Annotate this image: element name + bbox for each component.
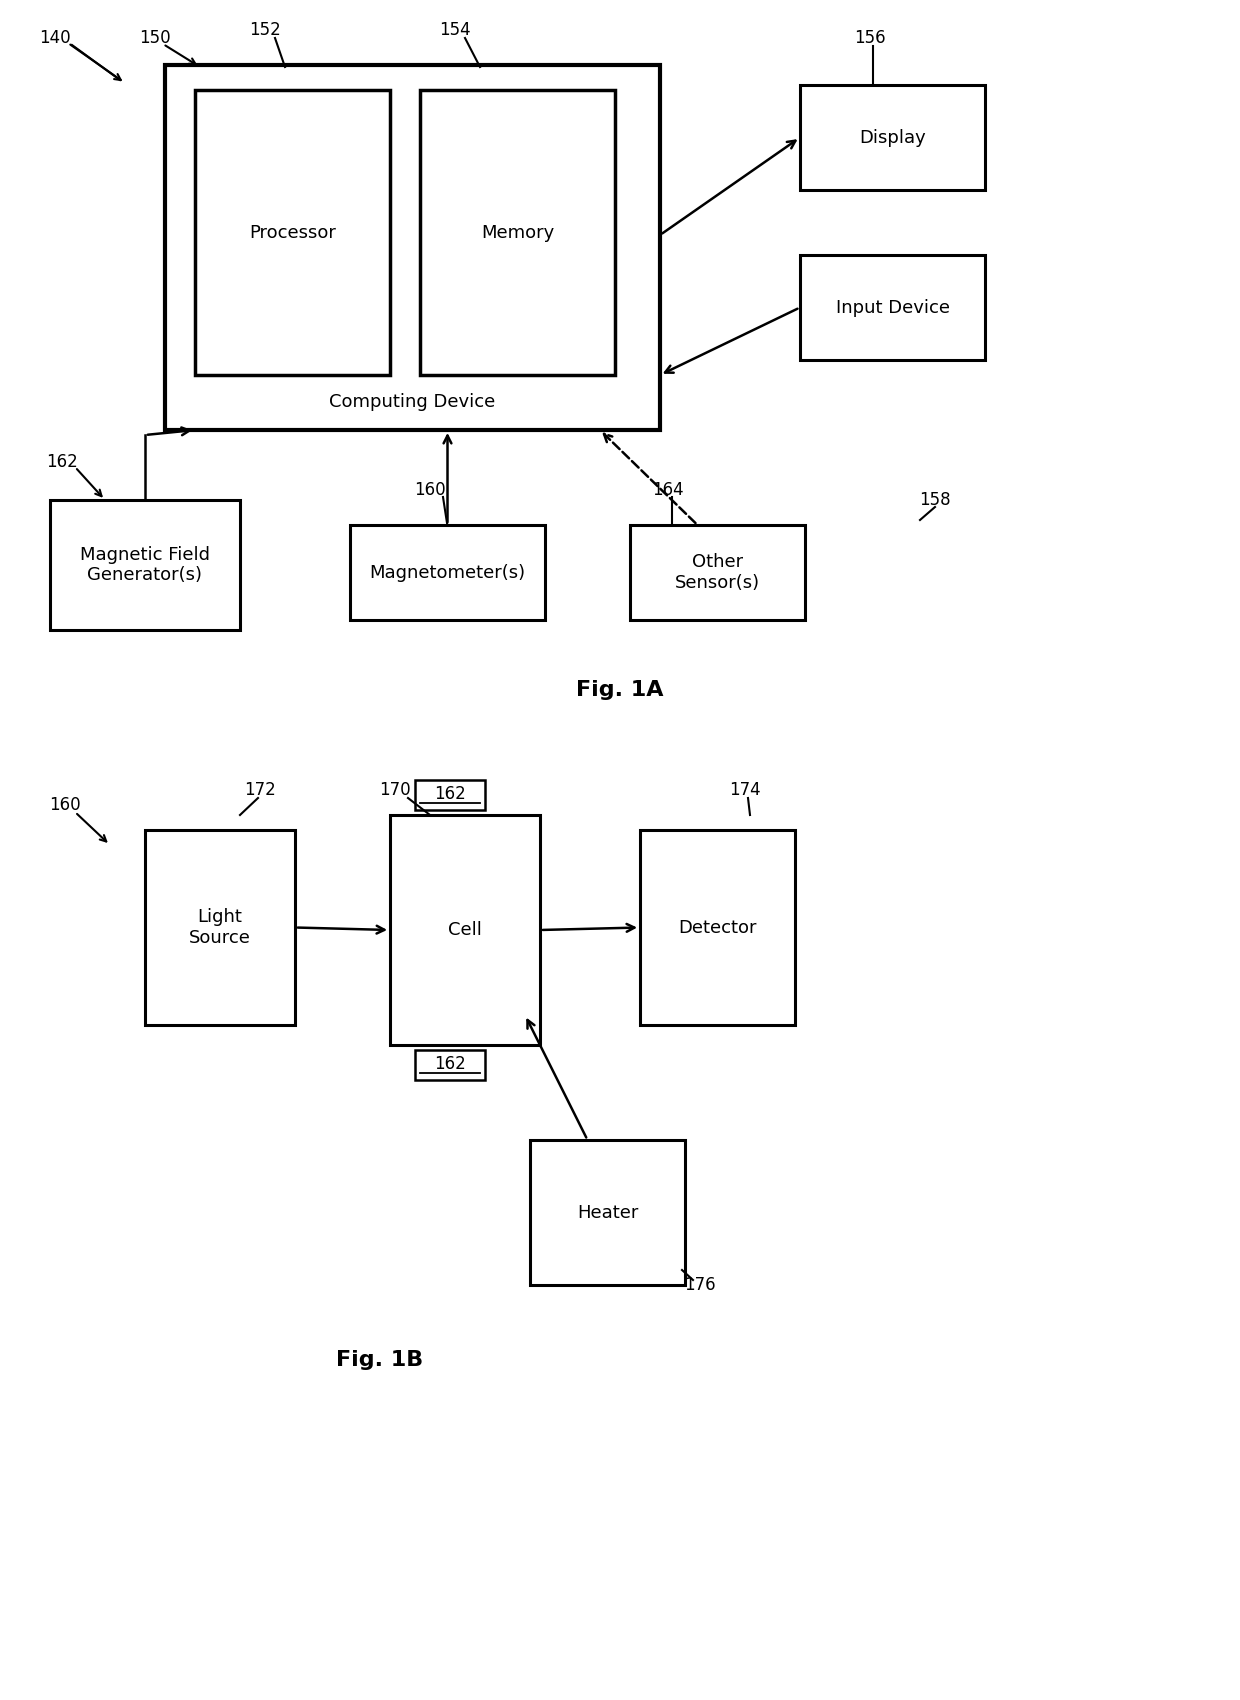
- Text: 164: 164: [652, 481, 683, 500]
- Text: 170: 170: [379, 780, 410, 799]
- Bar: [800, 85, 985, 190]
- Text: Magnetometer(s): Magnetometer(s): [370, 563, 526, 581]
- Text: 152: 152: [249, 20, 281, 39]
- Bar: [350, 525, 546, 620]
- Text: Heater: Heater: [577, 1204, 639, 1222]
- Text: Fig. 1A: Fig. 1A: [577, 680, 663, 700]
- Bar: [145, 830, 295, 1025]
- Text: Memory: Memory: [481, 223, 554, 241]
- Bar: [50, 500, 241, 631]
- Text: 172: 172: [244, 780, 275, 799]
- Text: 154: 154: [439, 20, 471, 39]
- Bar: [800, 255, 985, 360]
- Text: Magnetic Field
Generator(s): Magnetic Field Generator(s): [81, 546, 210, 585]
- Text: 140: 140: [40, 29, 71, 48]
- Text: 174: 174: [729, 780, 761, 799]
- Text: Input Device: Input Device: [836, 299, 950, 316]
- Text: Light
Source: Light Source: [188, 908, 250, 947]
- Text: 162: 162: [434, 1056, 466, 1073]
- Text: Processor: Processor: [249, 223, 336, 241]
- Text: 160: 160: [50, 796, 81, 814]
- Text: 150: 150: [139, 29, 171, 48]
- Text: Other
Sensor(s): Other Sensor(s): [675, 552, 760, 592]
- Text: 158: 158: [919, 491, 951, 508]
- Text: Fig. 1B: Fig. 1B: [336, 1350, 424, 1370]
- Text: Detector: Detector: [678, 918, 756, 937]
- Bar: [415, 780, 485, 809]
- Bar: [420, 90, 615, 376]
- Text: Computing Device: Computing Device: [330, 393, 496, 411]
- Text: 162: 162: [434, 785, 466, 802]
- Text: 162: 162: [46, 452, 78, 471]
- Bar: [195, 90, 391, 376]
- Text: Cell: Cell: [448, 921, 482, 938]
- Bar: [529, 1141, 684, 1285]
- Text: 176: 176: [684, 1277, 715, 1294]
- Bar: [640, 830, 795, 1025]
- Bar: [415, 1051, 485, 1080]
- Text: Display: Display: [859, 129, 926, 146]
- Bar: [165, 65, 660, 430]
- Text: 160: 160: [414, 481, 446, 500]
- Bar: [630, 525, 805, 620]
- Text: 156: 156: [854, 29, 885, 48]
- Bar: [391, 814, 539, 1046]
